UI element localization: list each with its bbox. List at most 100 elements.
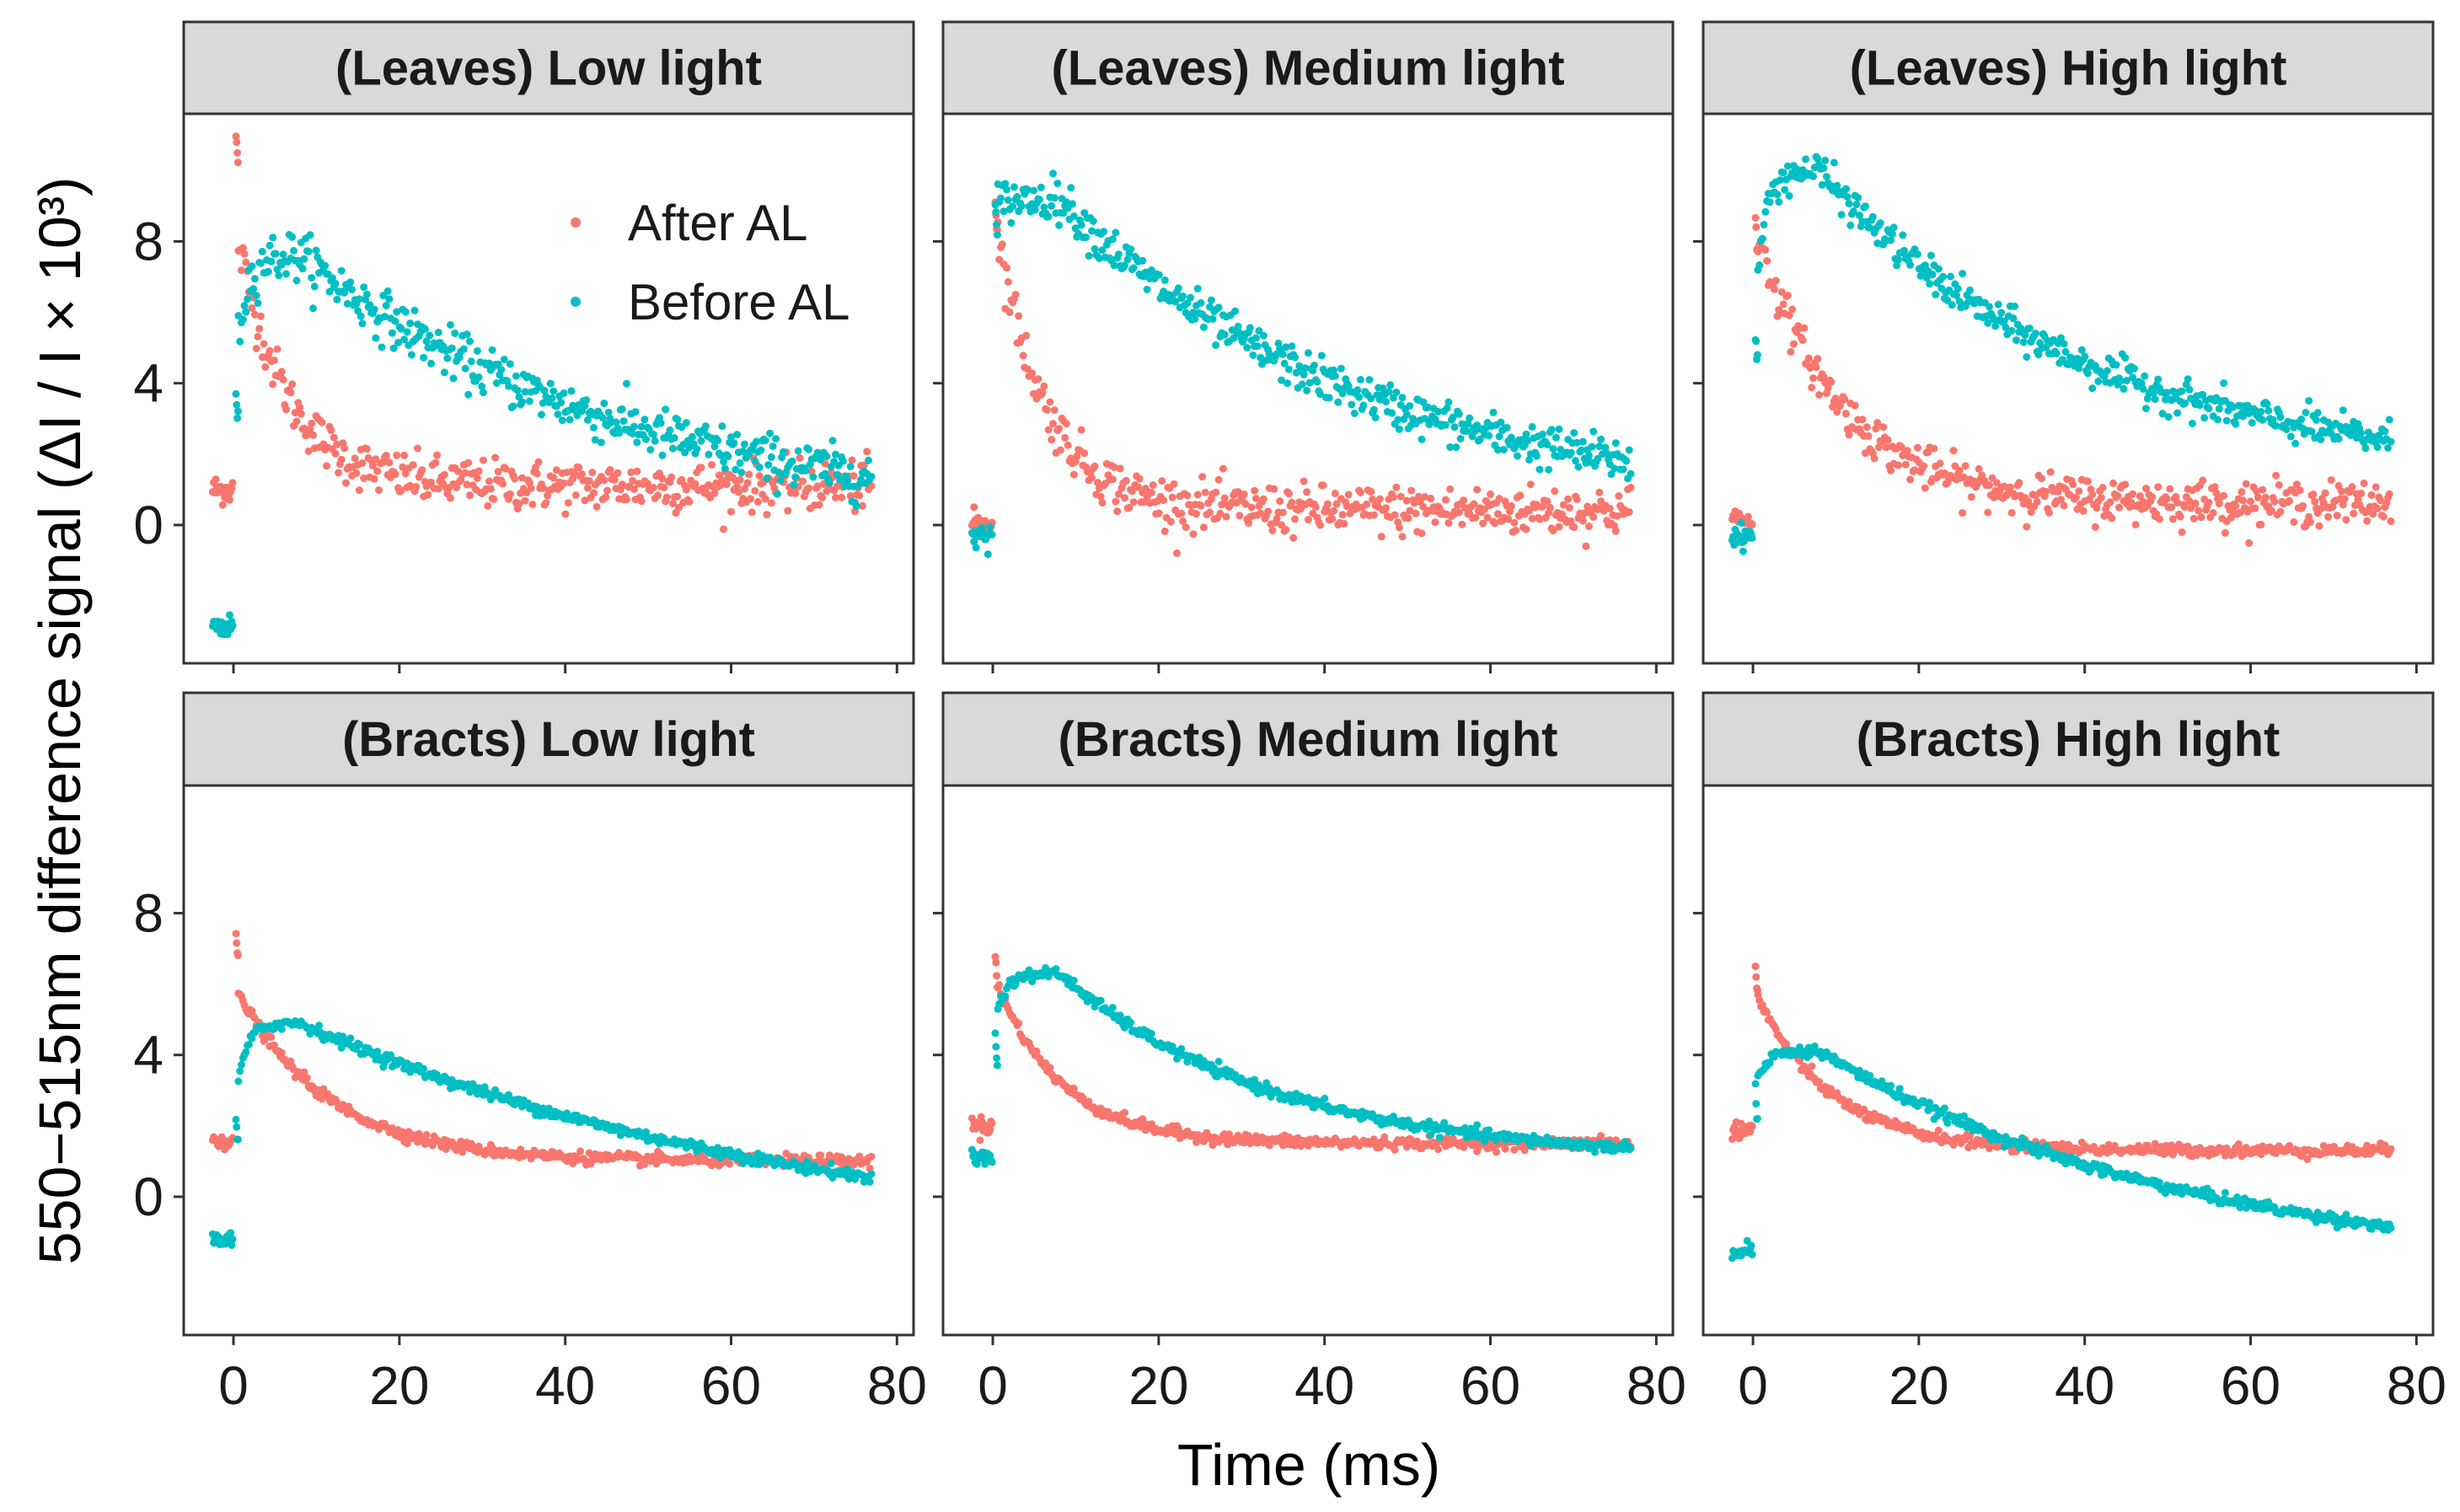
data-point <box>1961 462 1970 470</box>
data-point <box>1040 203 1048 212</box>
data-point <box>329 274 336 282</box>
data-point <box>1394 416 1402 424</box>
data-point <box>2324 512 2333 521</box>
data-point <box>1589 512 1598 521</box>
data-point <box>2168 1150 2177 1159</box>
data-point <box>1116 1011 1124 1020</box>
data-point <box>1334 398 1343 406</box>
data-point <box>1310 362 1318 369</box>
data-point <box>2103 367 2111 375</box>
data-point <box>805 484 813 492</box>
data-point <box>1820 373 1828 381</box>
data-point <box>2173 409 2182 417</box>
data-point <box>1895 255 1902 264</box>
data-point <box>1305 378 1314 387</box>
data-point <box>2057 496 2065 504</box>
panel-title: (Bracts) Low light <box>342 712 755 767</box>
data-point <box>1887 236 1895 244</box>
data-point <box>1419 398 1428 406</box>
data-point <box>1191 314 1199 323</box>
data-point <box>772 435 780 443</box>
data-point <box>557 399 565 407</box>
data-point <box>1446 443 1455 451</box>
data-point <box>591 436 599 444</box>
data-point <box>1543 441 1552 449</box>
data-point <box>2373 504 2382 512</box>
data-point <box>250 275 259 283</box>
data-point <box>2075 487 2083 496</box>
data-point <box>1044 212 1053 221</box>
data-point <box>1434 1145 1442 1154</box>
data-point <box>1028 978 1037 986</box>
data-point <box>1048 201 1056 210</box>
data-point <box>2270 497 2279 506</box>
data-point <box>790 480 798 489</box>
data-point <box>2007 508 2016 517</box>
data-point <box>252 292 260 300</box>
data-point <box>1479 519 1487 528</box>
data-point <box>1171 298 1180 306</box>
data-point <box>1471 1127 1480 1134</box>
data-point <box>1197 298 1205 307</box>
data-point <box>1827 378 1836 386</box>
data-point <box>1555 425 1563 433</box>
data-point <box>1304 349 1312 357</box>
data-point <box>427 359 435 367</box>
data-point <box>1212 341 1220 349</box>
data-point <box>724 452 732 460</box>
data-point <box>343 299 351 308</box>
y-tick-label: 4 <box>133 353 163 414</box>
data-point <box>1760 221 1768 228</box>
data-point <box>1444 519 1453 527</box>
data-point <box>244 295 252 303</box>
data-point <box>233 414 242 422</box>
data-point <box>277 367 286 376</box>
data-point <box>2142 485 2150 493</box>
data-point <box>2306 518 2314 526</box>
data-point <box>521 496 529 505</box>
data-point <box>1219 464 1227 473</box>
data-point <box>466 491 474 500</box>
data-point <box>1473 1121 1482 1129</box>
data-point <box>1246 324 1254 332</box>
data-point <box>1080 449 1089 458</box>
data-point <box>1209 315 1217 323</box>
data-point <box>1418 529 1426 538</box>
data-point <box>2184 375 2192 383</box>
data-point <box>1565 504 1573 512</box>
data-point <box>766 429 774 437</box>
data-point <box>991 1029 1000 1037</box>
data-point <box>2151 395 2159 404</box>
data-point <box>394 339 402 346</box>
data-point <box>2038 475 2045 483</box>
data-point <box>1936 459 1944 468</box>
data-point <box>385 295 394 303</box>
data-point <box>2163 495 2171 503</box>
data-point <box>1177 1044 1186 1053</box>
data-point <box>582 396 591 405</box>
data-point <box>1895 461 1902 469</box>
data-point <box>1189 308 1198 317</box>
data-point <box>1291 353 1299 362</box>
data-point <box>1003 185 1011 194</box>
panel-plot-area <box>182 112 915 665</box>
data-point <box>1282 526 1290 533</box>
panel-leaves-high-light: (Leaves) High light <box>1693 20 2435 673</box>
data-point <box>1578 517 1587 525</box>
data-point <box>473 346 481 355</box>
data-point <box>2272 421 2280 430</box>
data-point <box>1887 466 1895 475</box>
data-point <box>1444 398 1453 406</box>
panel-strip <box>182 691 915 787</box>
data-point <box>2168 503 2176 512</box>
data-point <box>1627 469 1635 478</box>
data-point <box>327 426 335 435</box>
data-point <box>1127 1018 1135 1027</box>
data-point <box>309 431 317 439</box>
data-point <box>1121 1108 1128 1117</box>
data-point <box>2091 523 2099 531</box>
data-point <box>1245 519 1252 528</box>
data-point <box>673 492 682 501</box>
data-point <box>403 328 411 336</box>
data-point <box>1338 511 1347 519</box>
